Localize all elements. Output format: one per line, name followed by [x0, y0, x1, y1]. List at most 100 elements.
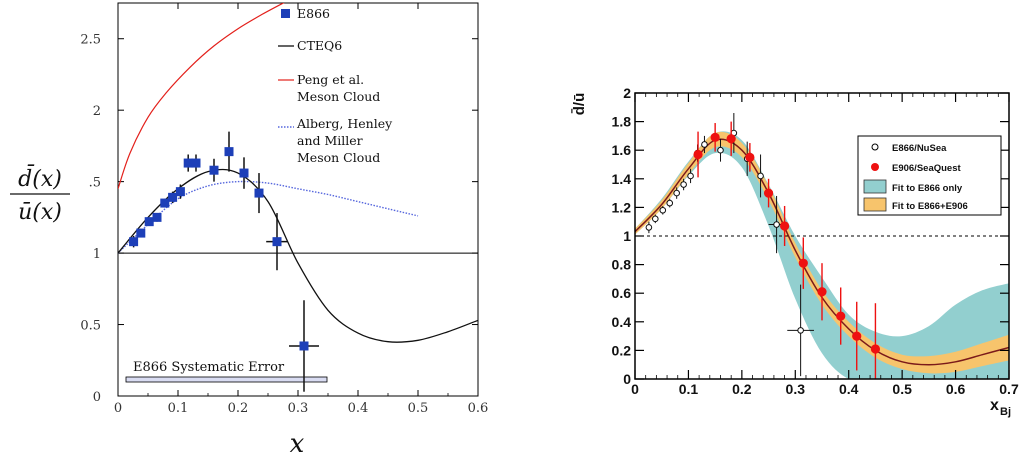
right-y-tick-label: 1.4: [612, 171, 632, 187]
right-nusea-point: [787, 284, 814, 377]
right-nusea-marker: [687, 172, 694, 180]
right-x-tick-label: 0.7: [999, 381, 1019, 397]
left-e866-point: [266, 213, 288, 271]
left-ylabel-denominator: ū(x): [18, 200, 62, 225]
left-e866-marker: [299, 341, 309, 351]
left-e866-point: [209, 158, 219, 182]
right-y-tick-label: 0.8: [612, 257, 632, 273]
left-e866-marker: [254, 188, 264, 198]
left-e866-point: [175, 184, 185, 199]
right-legend: E866/NuSea E906/SeaQuest Fit to E866 onl…: [857, 135, 1002, 216]
right-x-tick-label: 0.6: [946, 381, 966, 397]
right-e906-points: [693, 121, 881, 379]
right-x-tick-label: 0.5: [892, 381, 912, 397]
left-e866-points: [129, 131, 319, 392]
left-y-axis-label: d̄(x) ū(x): [10, 164, 70, 225]
legend-fit-combined-swatch: [863, 197, 887, 212]
right-seaquest-point: [836, 287, 846, 345]
right-nusea-marker: [701, 141, 708, 148]
left-e866-marker: [152, 212, 162, 222]
left-e866-marker: [224, 147, 234, 157]
left-e866-marker: [144, 217, 154, 227]
left-e866-marker: [175, 187, 185, 197]
left-y-tick-label: .5: [89, 176, 101, 191]
left-x-tick-label: 0.2: [228, 401, 249, 416]
left-chart: 0 0.1 0.2 0.3 0.4 0.5 0.6 0 0.5 1 .5 2 2.5 E866 Sys…: [10, 2, 488, 459]
right-seaquest-marker: [710, 132, 720, 142]
left-y-tick-label: 2: [93, 104, 101, 119]
right-y-tick-label: 1.8: [612, 114, 632, 130]
legend-fit-e866-label: Fit to E866 only: [892, 183, 963, 194]
right-x-tick-labels: 0 0.1 0.2 0.3 0.4 0.5 0.6 0.7: [631, 381, 1019, 397]
left-e866-marker: [209, 165, 219, 175]
left-e866-marker: [129, 237, 139, 247]
right-seaquest-point: [693, 131, 703, 178]
left-x-tick-label: 0.1: [168, 401, 189, 416]
left-e866-point: [183, 154, 193, 172]
left-e866-point: [144, 217, 154, 227]
left-peng-curve: [118, 3, 285, 189]
right-seaquest-marker: [745, 152, 755, 162]
left-e866-point: [289, 300, 319, 392]
left-e866-marker: [160, 198, 170, 208]
right-seaquest-marker: [836, 311, 846, 321]
left-e866-marker: [136, 228, 146, 238]
left-e866-marker: [183, 158, 193, 168]
left-ylabel-numerator: d̄(x): [18, 164, 62, 192]
right-chart: 0 0.1 0.2 0.3 0.4 0.5 0.6 0.7 0 0.2 0.4 0.6 0.8 1 1.2…: [570, 85, 1019, 418]
right-y-tick-label: 0: [623, 371, 631, 387]
right-nusea-point: [666, 198, 674, 208]
right-seaquest-marker: [693, 149, 703, 160]
left-e866-marker: [191, 158, 201, 168]
right-nusea-marker: [680, 181, 687, 188]
left-e866-point: [152, 212, 162, 222]
right-x-tick-label: 0: [631, 381, 639, 397]
right-seaquest-point: [726, 121, 736, 156]
left-systematic-label: E866 Systematic Error: [133, 360, 285, 375]
left-e866-point: [136, 228, 146, 238]
right-x-tick-label: 0.4: [839, 381, 859, 397]
left-legend: E866 CTEQ6 Peng et al. Meson Cloud Alberg…: [278, 6, 393, 165]
left-y-tick-label: 0.5: [80, 319, 101, 334]
right-seaquest-marker: [780, 221, 790, 231]
right-nusea-marker: [757, 172, 764, 180]
left-e866-point: [239, 157, 249, 189]
left-e866-point: [129, 235, 139, 248]
right-y-tick-label: 0.2: [612, 342, 632, 358]
right-nusea-point: [717, 138, 724, 162]
legend-seaquest-marker: [871, 163, 879, 171]
right-nusea-marker: [673, 189, 680, 197]
right-seaquest-marker: [763, 188, 774, 198]
left-x-tick-labels: 0 0.1 0.2 0.3 0.4 0.5 0.6: [114, 401, 488, 416]
left-e866-point: [254, 173, 264, 214]
left-systematic-error-band: [125, 376, 328, 383]
right-seaquest-point: [745, 143, 755, 172]
legend-peng-label: Peng et al. Meson Cloud: [297, 72, 380, 104]
left-e866-marker: [272, 237, 282, 247]
left-e866-point: [224, 131, 234, 172]
left-y-tick-label: 2.5: [80, 33, 101, 48]
right-x-axis-label: x Bj: [990, 397, 1011, 418]
left-x-tick-label: 0.4: [348, 401, 369, 416]
right-x-tick-label: 0.3: [786, 381, 806, 397]
right-y-tick-label: 1: [623, 228, 631, 244]
right-nusea-marker: [797, 327, 804, 334]
left-x-axis-label: x: [290, 429, 305, 459]
right-y-tick-labels: 0 0.2 0.4 0.6 0.8 1 1.2 1.4 1.6 1.8 2: [612, 85, 632, 387]
right-seaquest-point: [763, 178, 774, 208]
legend-nusea-marker: [871, 143, 879, 151]
legend-fit-combined-label: Fit to E866+E906: [892, 201, 968, 212]
right-y-tick-label: 0.6: [612, 285, 632, 301]
right-seaquest-marker: [817, 287, 827, 297]
right-nusea-marker: [666, 199, 674, 207]
right-y-tick-label: 0.4: [612, 314, 632, 330]
legend-alberg-label: Alberg, Henley and Miller Meson Cloud: [296, 116, 393, 165]
right-xlabel-main: x: [990, 397, 999, 414]
right-fit-e866-e906-band: [635, 131, 1009, 374]
right-nusea-marker: [717, 146, 724, 154]
right-y-axis-label: d̄/ū: [570, 93, 588, 116]
right-nusea-point: [687, 168, 694, 184]
left-plot-frame: [117, 2, 479, 397]
left-e866-point: [168, 191, 178, 204]
